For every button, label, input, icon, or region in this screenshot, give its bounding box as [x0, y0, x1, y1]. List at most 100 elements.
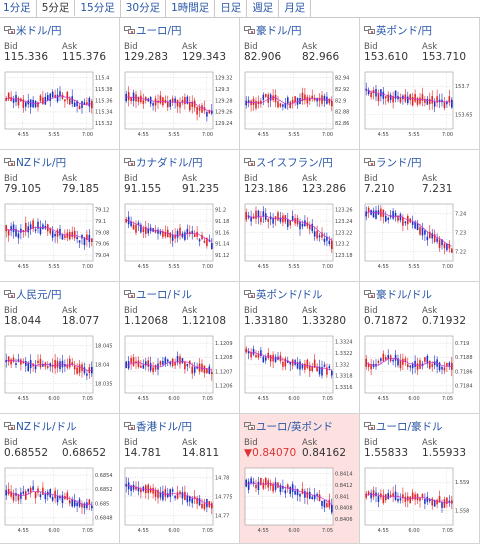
- currency-card[interactable]: カナダドル/円 Bid Ask 91.155 91.235 91.2 91.18 91.16 9…: [120, 150, 240, 282]
- candle-body: [384, 357, 387, 360]
- currency-pair-link[interactable]: カナダドル/円: [124, 155, 203, 169]
- ask-label: Ask: [422, 174, 438, 184]
- y-tick-label: 129.32: [215, 76, 233, 82]
- ask-value: 82.966: [302, 51, 340, 63]
- y-tick-label: 0.6852: [95, 487, 113, 493]
- mini-chart[interactable]: 79.12 79.1 79.08 79.06 79.04 4:55 5:55 7:00: [3, 200, 119, 275]
- currency-card[interactable]: ユーロ/豪ドル Bid Ask 1.55833 1.55933 1.559 1.558 4:5…: [360, 414, 480, 544]
- mini-chart[interactable]: 14.78 14.775 14.77 4:55 6:00 7:05: [123, 464, 239, 539]
- candle-body: [186, 228, 189, 234]
- mini-chart[interactable]: 1.1209 1.1208 1.1207 1.1206 4:55 6:00 7:05: [123, 332, 239, 407]
- mini-chart[interactable]: 7.24 7.23 7.22 4:55 5:55 7:00: [363, 200, 479, 275]
- y-tick-label: 0.7184: [455, 384, 473, 390]
- candlestick-chart: 0.6854 0.6852 0.685 0.6848 4:55 6:00 7:05: [4, 467, 113, 534]
- candlestick-chart: 0.719 0.7188 0.7186 0.7184 4:55 6:00 7:05: [364, 335, 473, 402]
- candle-body: [431, 233, 434, 239]
- tab-6[interactable]: 週足: [247, 0, 280, 17]
- currency-pair-link[interactable]: 英ポンド/円: [364, 23, 432, 37]
- candle-body: [328, 499, 331, 508]
- candle-body: [144, 226, 147, 234]
- mini-chart[interactable]: 0.719 0.7188 0.7186 0.7184 4:55 6:00 7:05: [363, 332, 479, 407]
- candle-body: [308, 365, 311, 371]
- currency-card[interactable]: 豪ドル/円 Bid Ask 82.906 82.966 82.94 82.92 82.9 82.…: [240, 18, 360, 150]
- candle-body: [282, 485, 284, 489]
- currency-pair-link[interactable]: スイスフラン/円: [244, 155, 333, 169]
- currency-card[interactable]: スイスフラン/円 Bid Ask 123.186 123.286 123.26 123.24…: [240, 150, 360, 282]
- currency-card[interactable]: 英ポンド/ドル Bid Ask 1.33180 1.33280 1.3324 1.3322 1…: [240, 282, 360, 414]
- currency-card[interactable]: 人民元/円 Bid Ask 18.044 18.077 18.045 18.04 18.035…: [0, 282, 120, 414]
- currency-pair-link[interactable]: 米ドル/円: [4, 23, 62, 37]
- mini-chart[interactable]: 91.2 91.18 91.16 91.14 91.12 4:55 5:55 7:00: [123, 200, 239, 275]
- tab-5[interactable]: 日足: [215, 0, 248, 17]
- mini-chart[interactable]: 1.3324 1.3322 1.332 1.3318 1.3316 4:55 6:00 7:0…: [243, 332, 359, 407]
- candle-body: [71, 362, 74, 365]
- candle-body: [164, 489, 167, 497]
- tab-0[interactable]: 1分足: [0, 0, 37, 17]
- mini-chart[interactable]: 115.4 115.38 115.36 115.34 115.32 4:55 5:55 7:0…: [3, 68, 119, 143]
- candle-body: [450, 500, 453, 504]
- candle-body: [201, 105, 203, 113]
- candle-body: [372, 210, 375, 218]
- mini-chart[interactable]: 18.045 18.04 18.035 4:55 6:00 7:05: [3, 332, 119, 407]
- mini-chart[interactable]: 82.94 82.92 82.9 82.88 82.86 4:55 5:55 7:00: [243, 68, 359, 143]
- candle-body: [152, 367, 154, 373]
- candle-body: [164, 231, 167, 237]
- candle-body: [264, 357, 267, 361]
- currency-pair-link[interactable]: ランド/円: [364, 155, 422, 169]
- currency-pair-link[interactable]: ユーロ/円: [124, 23, 182, 37]
- currency-card[interactable]: NZドル/ドル Bid Ask 0.68552 0.68652 0.6854 0.6852 0…: [0, 414, 120, 544]
- x-tick-label: 5:55: [48, 264, 59, 270]
- candle-body: [382, 91, 385, 99]
- x-tick-label: 6:00: [48, 528, 59, 534]
- tab-3[interactable]: 30分足: [121, 0, 167, 17]
- mini-chart[interactable]: 123.26 123.24 123.22 123.2 123.18 4:55 5:55 7:0…: [243, 200, 359, 275]
- candle-body: [389, 94, 392, 101]
- currency-pair-link[interactable]: 豪ドル/ドル: [364, 287, 432, 301]
- candle-body: [56, 361, 59, 368]
- currency-card[interactable]: 英ポンド/円 Bid Ask 153.610 153.710 153.7 153.65 4:5…: [360, 18, 480, 150]
- currency-pair-link[interactable]: 英ポンド/ドル: [244, 287, 323, 301]
- candle-body: [198, 498, 201, 506]
- candle-body: [196, 106, 198, 115]
- bid-label: Bid: [124, 438, 138, 448]
- tab-7[interactable]: 月足: [279, 0, 312, 17]
- mini-chart[interactable]: 1.559 1.558 4:55 6:00 7:05: [363, 464, 479, 539]
- candle-body: [402, 494, 404, 499]
- mini-chart[interactable]: 153.7 153.65 4:55 5:55 7:00: [363, 68, 479, 143]
- currency-pair-link[interactable]: 人民元/円: [4, 287, 62, 301]
- currency-card[interactable]: 豪ドル/ドル Bid Ask 0.71872 0.71932 0.719 0.7188 0.7…: [360, 282, 480, 414]
- tab-1[interactable]: 5分足: [36, 0, 76, 17]
- candle-body: [206, 499, 208, 508]
- flag-icon: [4, 158, 15, 166]
- currency-pair-link[interactable]: 香港ドル/円: [124, 419, 192, 433]
- candle-body: [142, 100, 145, 104]
- y-tick-label: 18.045: [95, 343, 113, 349]
- candle-body: [284, 102, 287, 108]
- currency-card[interactable]: 米ドル/円 Bid Ask 115.336 115.376 115.4 115.38 115.…: [0, 18, 120, 150]
- candle-body: [402, 217, 404, 226]
- currency-card[interactable]: ランド/円 Bid Ask 7.210 7.231 7.24 7.23 7.22 4:55 5:5…: [360, 150, 480, 282]
- currency-pair-link[interactable]: 豪ドル/円: [244, 23, 302, 37]
- mini-chart[interactable]: 0.8414 0.8412 0.841 0.8408 0.8406 4:55 6:00 7:0…: [243, 464, 359, 539]
- candle-body: [370, 364, 372, 370]
- tab-4[interactable]: 1時間足: [166, 0, 216, 17]
- currency-pair-link[interactable]: ユーロ/英ポンド: [244, 419, 333, 433]
- candle-body: [29, 99, 32, 108]
- currency-pair-link[interactable]: NZドル/円: [4, 155, 66, 169]
- currency-pair-link[interactable]: NZドル/ドル: [4, 419, 77, 433]
- currency-card[interactable]: ユーロ/円 Bid Ask 129.283 129.343 129.32 129.3 129.…: [120, 18, 240, 150]
- currency-pair-link[interactable]: ユーロ/豪ドル: [364, 419, 443, 433]
- currency-card[interactable]: ユーロ/英ポンド Bid Ask ▼0.84070 0.84162 0.8414 0.841…: [240, 414, 360, 544]
- currency-pair-link[interactable]: ユーロ/ドル: [124, 287, 192, 301]
- mini-chart[interactable]: 129.32 129.3 129.28 129.26 129.24 4:55 5:55 7:0…: [123, 68, 239, 143]
- currency-card[interactable]: ユーロ/ドル Bid Ask 1.12068 1.12108 1.1209 1.1208 1.…: [120, 282, 240, 414]
- candle-body: [316, 493, 318, 496]
- currency-card[interactable]: 香港ドル/円 Bid Ask 14.781 14.811 14.78 14.775 14.77…: [120, 414, 240, 544]
- candle-body: [191, 366, 194, 374]
- flag-icon: [244, 158, 255, 166]
- currency-card[interactable]: NZドル/円 Bid Ask 79.105 79.185 79.12 79.1 79.08 79…: [0, 150, 120, 282]
- candle-body: [135, 361, 137, 364]
- tab-2[interactable]: 15分足: [75, 0, 121, 17]
- mini-chart[interactable]: 0.6854 0.6852 0.685 0.6848 4:55 6:00 7:05: [3, 464, 119, 539]
- candle-body: [71, 499, 74, 507]
